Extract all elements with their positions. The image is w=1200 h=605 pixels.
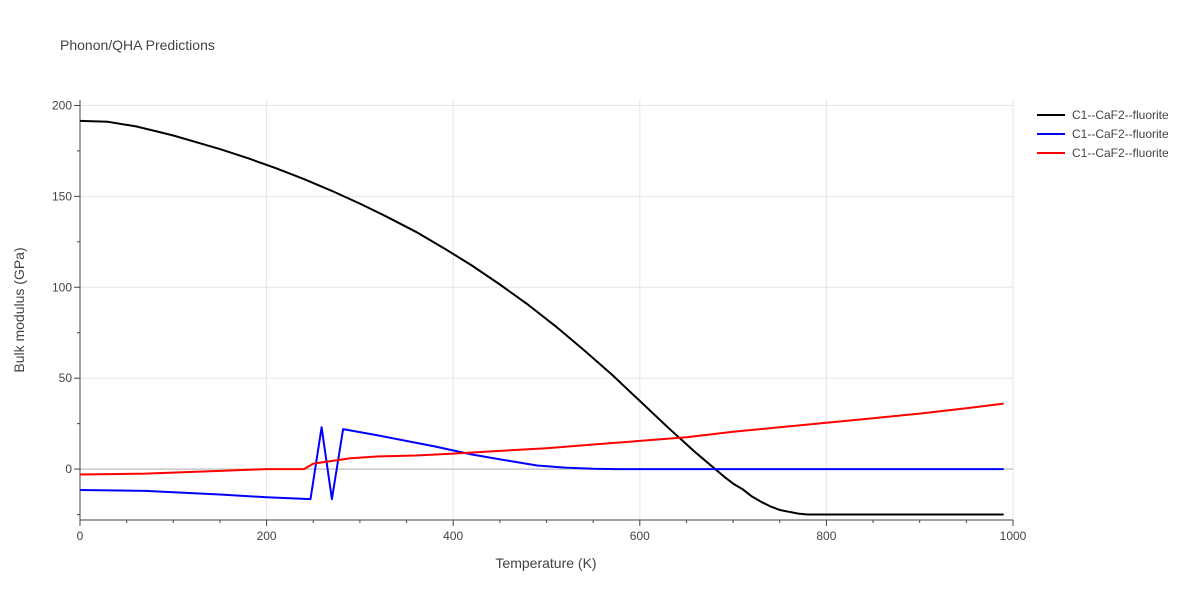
x-tick-label: 200	[257, 529, 277, 543]
x-tick-label: 600	[630, 529, 650, 543]
x-tick-label: 1000	[1000, 529, 1027, 543]
y-tick-label: 0	[65, 462, 72, 476]
series-line-2	[79, 426, 1004, 501]
series-line-3	[79, 402, 1004, 476]
x-tick-label: 800	[816, 529, 836, 543]
y-axis-title: Bulk modulus (GPa)	[11, 247, 27, 372]
legend-item-1[interactable]: C1--CaF2--fluorite	[1037, 108, 1169, 122]
y-tick-label: 150	[52, 189, 72, 203]
axis-layer: 0 200 400 600 800 1000 0 50 100 150 200	[52, 98, 1027, 543]
legend-item-2[interactable]: C1--CaF2--fluorite	[1037, 127, 1169, 141]
legend-label: C1--CaF2--fluorite	[1072, 127, 1169, 141]
y-tick-label: 100	[52, 280, 72, 294]
x-axis-title: Temperature (K)	[495, 555, 596, 571]
legend-label: C1--CaF2--fluorite	[1072, 146, 1169, 160]
x-tick-label: 0	[77, 529, 84, 543]
series-line-1	[79, 119, 1004, 516]
grid-layer	[80, 100, 1014, 520]
series-layer	[79, 119, 1004, 516]
x-tick-label: 400	[443, 529, 463, 543]
legend-item-3[interactable]: C1--CaF2--fluorite	[1037, 146, 1169, 160]
chart-title: Phonon/QHA Predictions	[60, 37, 215, 53]
y-tick-label: 50	[59, 371, 73, 385]
legend[interactable]: C1--CaF2--fluorite C1--CaF2--fluorite C1--…	[1037, 108, 1169, 160]
y-tick-label: 200	[52, 98, 72, 112]
legend-label: C1--CaF2--fluorite	[1072, 108, 1169, 122]
